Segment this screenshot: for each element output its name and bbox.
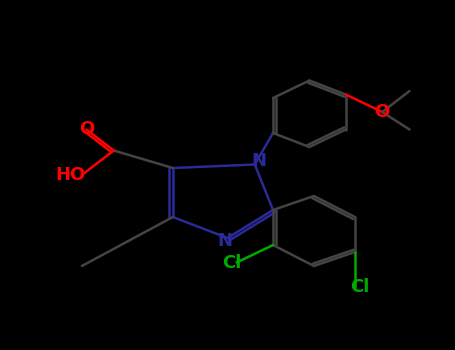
Text: Cl: Cl [222, 253, 242, 272]
Text: N: N [218, 232, 233, 251]
Text: O: O [79, 120, 94, 139]
Text: HO: HO [56, 166, 86, 184]
Text: N: N [252, 152, 267, 170]
Text: O: O [374, 103, 390, 121]
Text: Cl: Cl [350, 278, 369, 296]
